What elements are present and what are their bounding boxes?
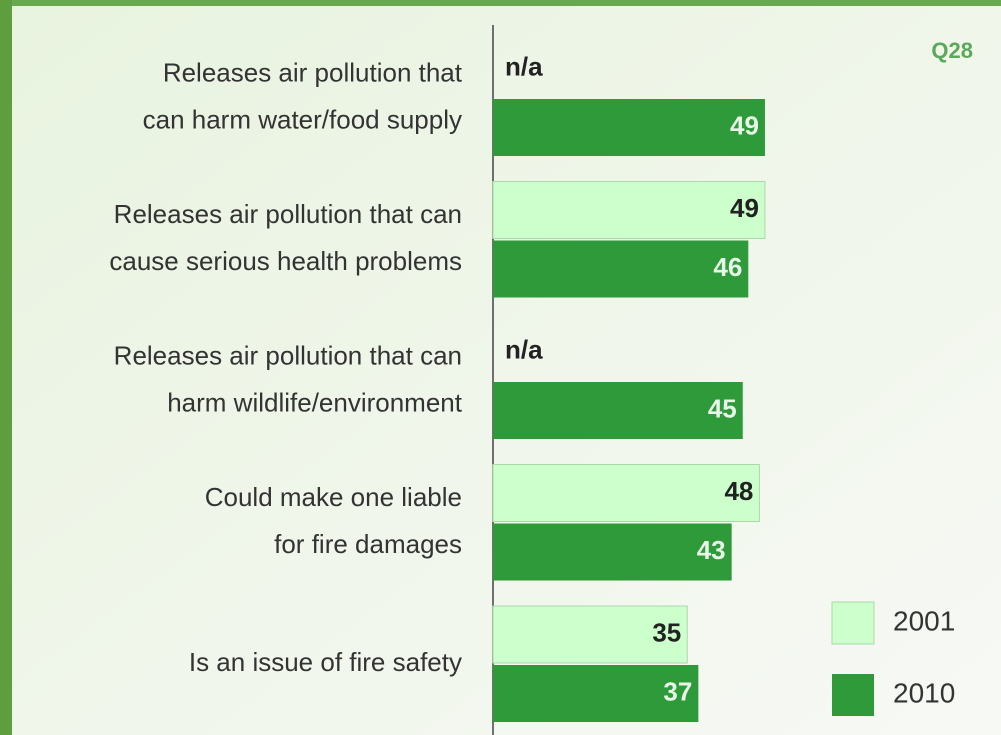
bar <box>493 99 765 156</box>
value-label: 43 <box>697 535 726 565</box>
category-label: harm wildlife/environment <box>167 387 463 417</box>
legend-swatch <box>831 601 875 645</box>
bar <box>493 382 743 439</box>
category-label: Is an issue of fire safety <box>189 647 462 677</box>
value-label: n/a <box>505 51 543 81</box>
bar <box>493 665 699 722</box>
bar <box>493 240 749 298</box>
value-label: 45 <box>708 393 737 423</box>
left-border <box>0 0 12 735</box>
category-label: for fire damages <box>274 529 462 559</box>
legend-swatch <box>832 674 874 716</box>
bar <box>492 181 766 239</box>
value-label: 46 <box>713 252 742 282</box>
category-label: cause serious health problems <box>109 246 462 276</box>
legend-label: 2001 <box>893 605 955 636</box>
category-label: Releases air pollution that can <box>114 199 462 229</box>
annotation: Q28 <box>931 38 973 63</box>
category-label: Could make one liable <box>205 482 462 512</box>
bar <box>492 605 688 664</box>
category-label: Releases air pollution that can <box>114 340 462 370</box>
category-label: Releases air pollution that <box>163 57 463 87</box>
legend-label: 2010 <box>893 677 955 708</box>
bar <box>493 523 732 581</box>
value-label: 37 <box>663 676 692 706</box>
top-border <box>0 0 1001 6</box>
value-label: n/a <box>505 334 543 364</box>
bar <box>492 464 760 522</box>
value-label: 35 <box>652 617 681 647</box>
value-label: 49 <box>730 110 759 140</box>
value-label: 48 <box>724 476 753 506</box>
value-label: 49 <box>730 193 759 223</box>
category-label: can harm water/food supply <box>143 104 462 134</box>
